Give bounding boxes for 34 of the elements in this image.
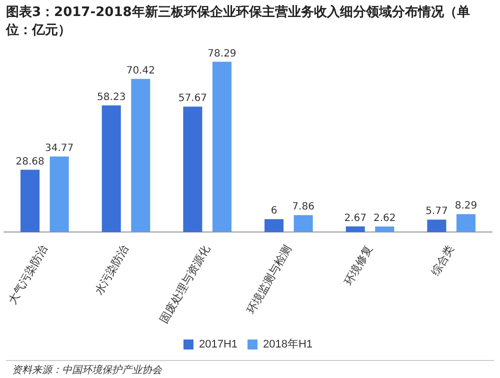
x-tick-label: 环境监测与检测 <box>244 243 294 316</box>
data-label: 2.62 <box>374 213 396 224</box>
x-tick-label: 固废处理与资源化 <box>157 243 213 326</box>
bar <box>212 62 232 232</box>
data-label: 78.29 <box>208 48 236 60</box>
legend-label: 2018年H1 <box>263 338 313 351</box>
x-tick-label: 环境修复 <box>342 243 376 288</box>
bar <box>456 214 476 232</box>
data-label: 58.23 <box>97 92 126 103</box>
data-label: 5.77 <box>426 206 448 218</box>
data-label: 28.68 <box>16 156 44 168</box>
legend-label: 2017H1 <box>198 338 238 351</box>
x-tick-label: 综合类 <box>428 243 457 278</box>
text: 资料来源：中国环境保护产业协会 <box>6 360 494 377</box>
bar <box>131 78 150 232</box>
x-tick-label: 大气污染防治 <box>6 243 50 307</box>
bar <box>375 226 394 232</box>
data-label: 34.77 <box>44 143 74 154</box>
bar <box>50 156 69 232</box>
data-label: 2.67 <box>344 212 366 224</box>
bar <box>20 170 40 232</box>
bar <box>427 220 446 232</box>
bar <box>102 105 121 232</box>
data-label: 57.67 <box>178 93 208 104</box>
chart-title: 图表3：2017-2018年新三板环保企业环保主营业务收入细分领域分布情况（单位：亿元） <box>4 4 471 40</box>
bar <box>183 106 202 232</box>
data-label: 8.29 <box>454 200 478 212</box>
data-label: 7.86 <box>292 202 314 213</box>
x-tick-label: 水污染防治 <box>92 243 132 298</box>
bar <box>264 219 284 232</box>
data-label: 6 <box>270 206 278 217</box>
bar <box>294 215 313 232</box>
data-label: 70.42 <box>126 65 155 76</box>
bar <box>346 226 365 232</box>
